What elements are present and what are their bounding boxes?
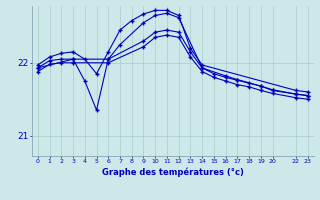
X-axis label: Graphe des températures (°c): Graphe des températures (°c) [102, 167, 244, 177]
